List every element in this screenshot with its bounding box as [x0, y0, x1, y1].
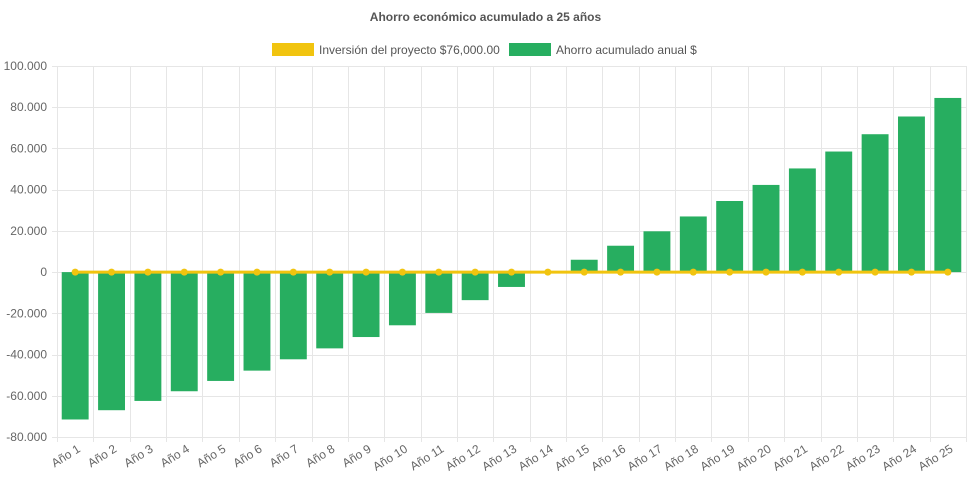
- bar: [607, 245, 635, 273]
- legend-swatch-savings[interactable]: [509, 43, 551, 56]
- line-series: [71, 268, 952, 276]
- bar-series: [61, 97, 962, 420]
- bar: [170, 272, 198, 392]
- x-tick-label: Año 17: [625, 442, 665, 474]
- line-point: [726, 268, 734, 276]
- legend-label-investment[interactable]: Inversión del proyecto $76,000.00: [319, 43, 500, 57]
- y-tick-label: -20.000: [6, 306, 47, 320]
- x-tick-label: Año 11: [407, 442, 446, 474]
- line-point: [689, 268, 697, 276]
- x-tick-label: Año 25: [916, 442, 956, 474]
- bar: [243, 272, 271, 371]
- y-tick-label: -80.000: [6, 430, 47, 444]
- y-tick-label: 80.000: [10, 100, 47, 114]
- y-tick-label: 0: [40, 265, 47, 279]
- chart-title: Ahorro económico acumulado a 25 años: [370, 10, 602, 24]
- x-tick-label: Año 20: [734, 442, 774, 474]
- line-point: [617, 268, 625, 276]
- x-tick-label: Año 23: [843, 442, 883, 474]
- line-point: [653, 268, 661, 276]
- x-tick-label: Año 15: [552, 442, 592, 474]
- y-tick-label: 100.000: [4, 59, 48, 73]
- y-tick-label: 60.000: [10, 141, 47, 155]
- bar: [461, 272, 489, 301]
- y-tick-label: 20.000: [10, 224, 47, 238]
- line-point: [362, 268, 370, 276]
- x-tick-label: Año 5: [194, 441, 228, 470]
- line-point: [544, 268, 552, 276]
- x-tick-label: Año 2: [85, 441, 119, 470]
- line-point: [762, 268, 770, 276]
- line-point: [835, 268, 843, 276]
- bar: [716, 201, 744, 273]
- bar: [788, 168, 816, 273]
- x-tick-label: Año 16: [588, 442, 628, 474]
- legend-swatch-investment[interactable]: [272, 43, 314, 56]
- y-tick-label: 40.000: [10, 183, 47, 197]
- line-point: [108, 268, 116, 276]
- bar: [861, 134, 889, 273]
- bar: [570, 259, 598, 273]
- x-tick-label: Año 7: [267, 441, 301, 470]
- x-tick-label: Año 4: [158, 441, 192, 470]
- line-point: [71, 268, 79, 276]
- bar: [98, 272, 125, 411]
- bar: [316, 272, 344, 349]
- bar: [352, 272, 380, 338]
- x-tick-label: Año 21: [770, 442, 810, 474]
- line-point: [798, 268, 806, 276]
- legend: Inversión del proyecto $76,000.00 Ahorro…: [272, 43, 697, 57]
- x-tick-label: Año 3: [121, 441, 155, 470]
- bar: [934, 97, 962, 273]
- x-tick-label: Año 10: [370, 442, 410, 474]
- y-axis-ticks: 100.000 80.000 60.000 40.000 20.000 0 -20.000 -…: [4, 59, 48, 444]
- x-tick-label: Año 19: [698, 442, 738, 474]
- line-point: [289, 268, 297, 276]
- bar: [279, 272, 307, 360]
- line-point: [435, 268, 443, 276]
- bar: [643, 231, 671, 273]
- x-tick-label: Año 13: [479, 442, 519, 474]
- x-tick-label: Año 1: [49, 441, 83, 470]
- line-point: [944, 268, 952, 276]
- x-tick-label: Año 12: [443, 442, 483, 474]
- bar: [898, 116, 925, 273]
- x-tick-label: Año 22: [807, 442, 847, 474]
- bar: [207, 272, 235, 381]
- line-point: [326, 268, 334, 276]
- line-point: [398, 268, 406, 276]
- bar: [679, 216, 707, 273]
- line-point: [580, 268, 588, 276]
- line-point: [508, 268, 515, 276]
- line-point: [253, 268, 261, 276]
- bar: [752, 184, 780, 273]
- bar: [61, 272, 89, 420]
- bar: [498, 272, 525, 287]
- line-point: [471, 268, 479, 276]
- bar: [388, 272, 416, 326]
- y-tick-label: -40.000: [6, 348, 47, 362]
- x-tick-label: Año 8: [303, 441, 337, 470]
- legend-label-savings[interactable]: Ahorro acumulado anual $: [556, 43, 697, 57]
- y-tick-label: -60.000: [6, 389, 47, 403]
- x-tick-label: Año 24: [879, 442, 919, 474]
- line-point: [871, 268, 879, 276]
- line-point: [907, 268, 915, 276]
- line-point: [217, 268, 225, 276]
- x-tick-label: Año 18: [661, 442, 701, 474]
- bar: [825, 151, 853, 273]
- x-axis-ticks: Año 1 Año 2 Año 3 Año 4 Año 5 Año 6 Año 7 Año 8…: [49, 441, 956, 473]
- x-tick-label: Año 6: [231, 441, 265, 470]
- x-tick-label: Año 14: [516, 442, 556, 474]
- bar: [425, 272, 453, 313]
- line-point: [144, 268, 152, 276]
- line-point: [180, 268, 188, 276]
- bar: [134, 272, 162, 401]
- x-tick-label: Año 9: [340, 441, 374, 470]
